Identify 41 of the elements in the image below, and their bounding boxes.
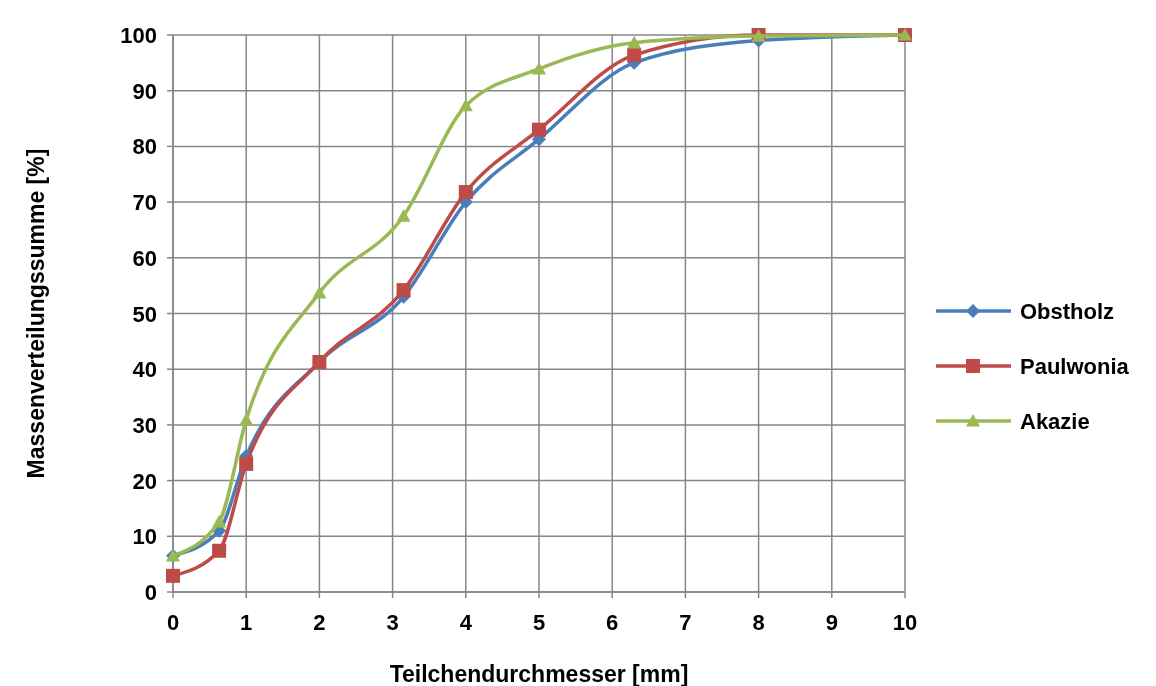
y-tick-label: 40 — [132, 357, 157, 383]
y-tick-label: 50 — [132, 301, 157, 327]
y-tick-label: 80 — [132, 134, 157, 160]
point — [166, 568, 180, 583]
x-tick-label: 4 — [459, 610, 473, 635]
y-tick-label: 30 — [132, 412, 157, 438]
point — [532, 122, 546, 137]
x-tick-label: 3 — [386, 610, 399, 635]
y-tick-label: 90 — [132, 78, 157, 104]
point — [627, 48, 642, 63]
point — [212, 514, 227, 528]
point — [532, 61, 546, 75]
y-tick-label: 10 — [132, 524, 157, 550]
point — [458, 185, 473, 200]
point — [396, 209, 411, 222]
x-tick-label: 2 — [313, 610, 326, 635]
y-tick-label: 70 — [132, 190, 157, 216]
legend-label: Akazie — [1020, 409, 1090, 434]
x-tick-label: 7 — [679, 610, 692, 635]
y-tick-label: 100 — [120, 23, 157, 48]
point — [627, 35, 642, 49]
point — [312, 285, 327, 299]
y-axis-title: Massenverteilungssumme [%] — [23, 148, 49, 479]
y-tick-label: 0 — [144, 580, 157, 605]
x-tick-label: 6 — [606, 610, 619, 635]
y-tick-label: 20 — [132, 468, 157, 494]
point — [458, 98, 473, 112]
point — [239, 412, 254, 426]
x-tick-label: 0 — [166, 610, 180, 635]
x-tick-label: 8 — [752, 610, 765, 635]
x-axis-title: Teilchendurchmesser [mm] — [389, 661, 689, 686]
x-tick-label: 1 — [240, 610, 253, 635]
point — [396, 283, 411, 298]
point — [212, 543, 227, 558]
x-tick-label: 9 — [825, 610, 838, 635]
x-tick-label: 5 — [532, 610, 546, 635]
legend-label: Obstholz — [1020, 299, 1115, 324]
y-tick-label: 60 — [132, 245, 157, 271]
legend-label: Paulwonia — [1020, 354, 1130, 379]
x-tick-label: 10 — [892, 610, 918, 635]
point — [239, 456, 254, 471]
